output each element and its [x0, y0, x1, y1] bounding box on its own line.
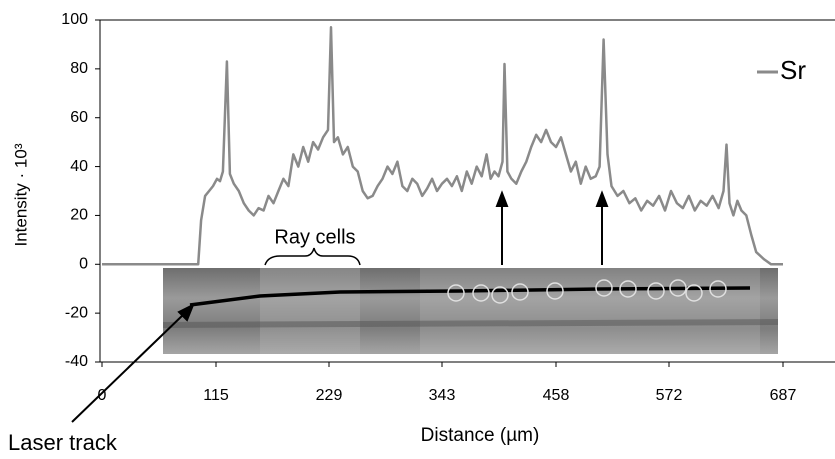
y-tick-label: 80: [70, 60, 88, 77]
x-tick-label: 343: [429, 387, 456, 404]
y-tick-label: 40: [70, 158, 88, 175]
x-tick-label: 687: [770, 387, 797, 404]
x-tick-label: 572: [656, 387, 683, 404]
y-tick-label: 20: [70, 207, 88, 224]
x-tick-label: 115: [203, 387, 229, 404]
laser-track-label: Laser track: [8, 430, 118, 455]
data-line: [102, 26, 783, 266]
legend-label: Sr: [780, 55, 806, 85]
y-tick-label: 100: [61, 11, 88, 28]
micrograph: [162, 268, 779, 354]
y-tick-label: -40: [65, 353, 88, 370]
annotations: [71, 190, 609, 423]
y-axis-label: Intensity · 10³: [11, 143, 30, 246]
y-tick-label: 0: [79, 256, 88, 273]
ray-cells-label: Ray cells: [274, 226, 355, 248]
x-axis-label: Distance (µm): [421, 425, 540, 446]
x-tick-label: 229: [316, 387, 343, 404]
x-tick-label: 458: [543, 387, 570, 404]
y-tick-label: -20: [65, 304, 88, 321]
y-tick-label: 60: [70, 109, 88, 126]
x-tick-label: 0: [98, 387, 107, 404]
